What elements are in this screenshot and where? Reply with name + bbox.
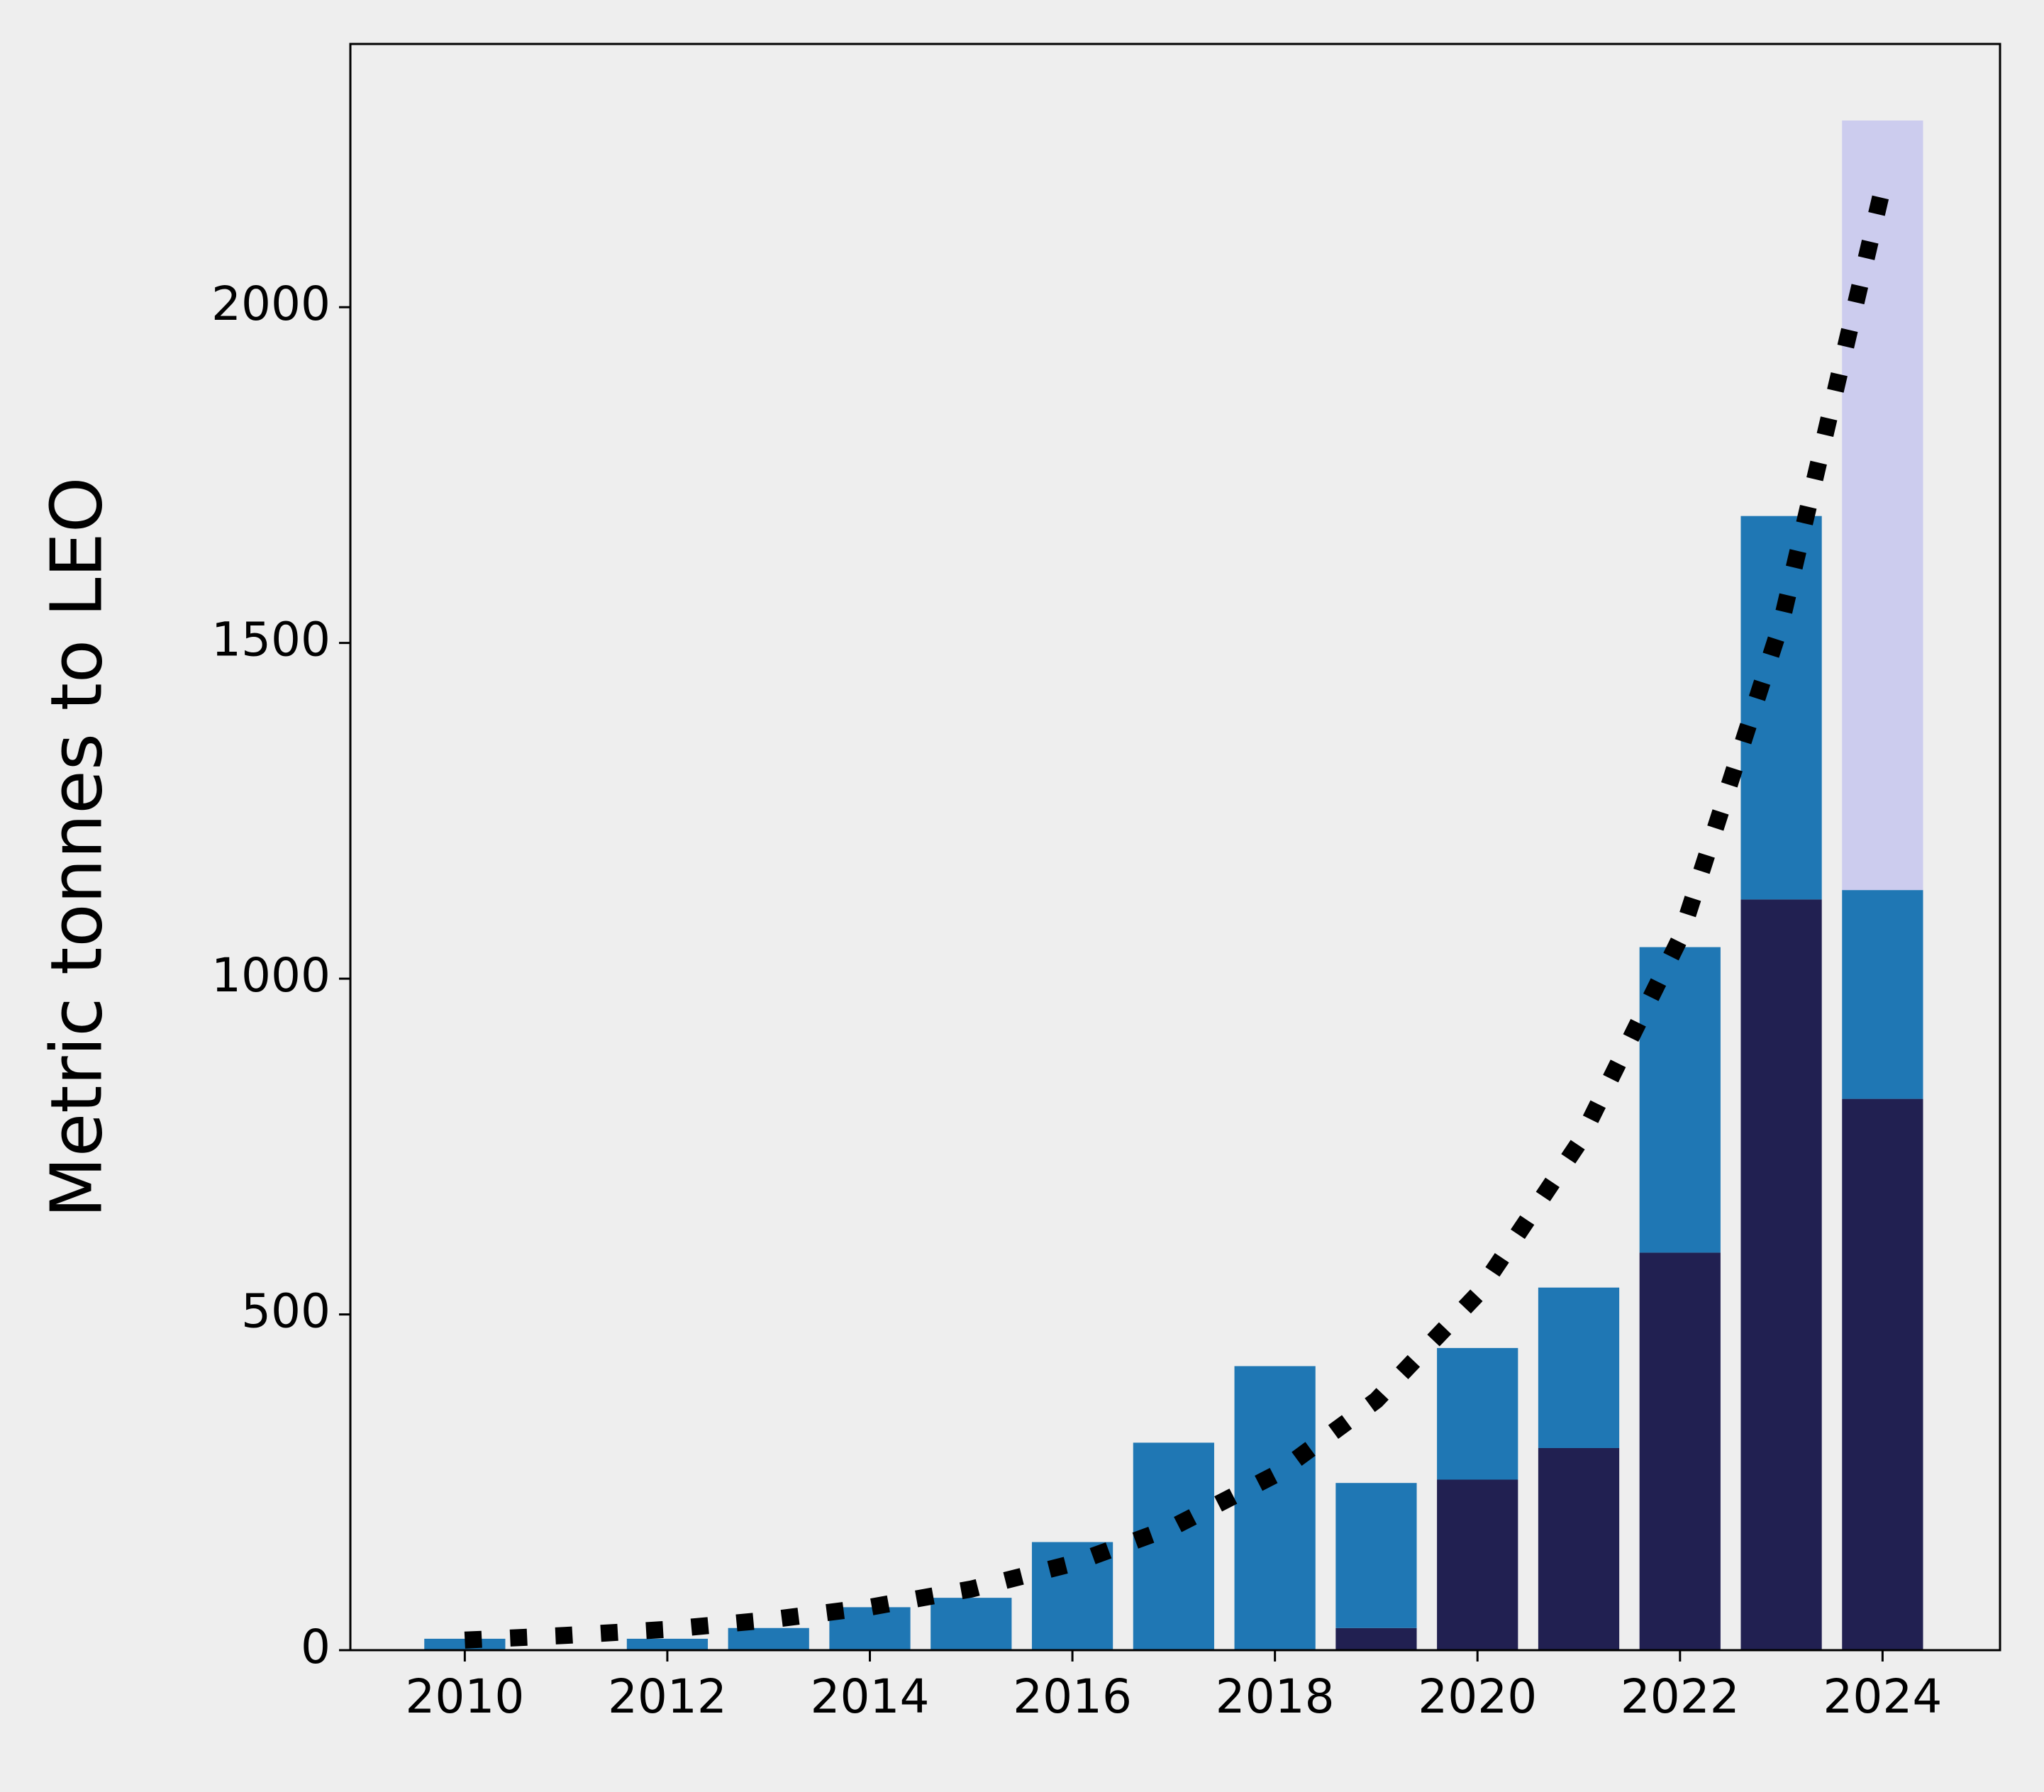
bar: [1842, 890, 1923, 1099]
y-tick-label: 500: [241, 1284, 331, 1339]
bar: [1234, 1366, 1316, 1650]
x-tick-label: 2024: [1823, 1669, 1942, 1724]
x-tick-label: 2020: [1418, 1669, 1537, 1724]
bar: [1538, 1447, 1620, 1650]
bar: [1335, 1627, 1417, 1650]
bar: [424, 1638, 506, 1650]
bar: [1133, 1442, 1214, 1650]
bar: [931, 1598, 1012, 1650]
bar: [1437, 1347, 1518, 1480]
y-tick-label: 0: [301, 1620, 331, 1674]
bar: [1335, 1483, 1417, 1628]
x-tick-label: 2010: [405, 1669, 524, 1724]
y-tick-label: 1500: [211, 613, 331, 667]
trend-line: [464, 186, 1892, 1649]
y-tick-label: 2000: [211, 277, 331, 331]
bar: [1639, 1252, 1721, 1650]
bar: [1740, 899, 1822, 1650]
plot-frame: [349, 43, 2001, 1652]
bar: [1437, 1479, 1518, 1650]
bar: [1842, 1098, 1923, 1650]
x-tick-label: 2014: [811, 1669, 930, 1724]
bar: [1538, 1287, 1620, 1448]
bar: [626, 1638, 709, 1650]
x-tick-label: 2022: [1621, 1669, 1740, 1724]
y-tick-label: 1000: [211, 948, 331, 1003]
bar: [1740, 516, 1822, 900]
x-tick-label: 2016: [1013, 1669, 1132, 1724]
y-axis-label: Metric tonnes to LEO: [35, 477, 118, 1218]
x-tick-label: 2018: [1216, 1669, 1335, 1724]
x-tick-label: 2012: [608, 1669, 727, 1724]
bar: [1842, 120, 1923, 891]
bar: [728, 1627, 809, 1650]
